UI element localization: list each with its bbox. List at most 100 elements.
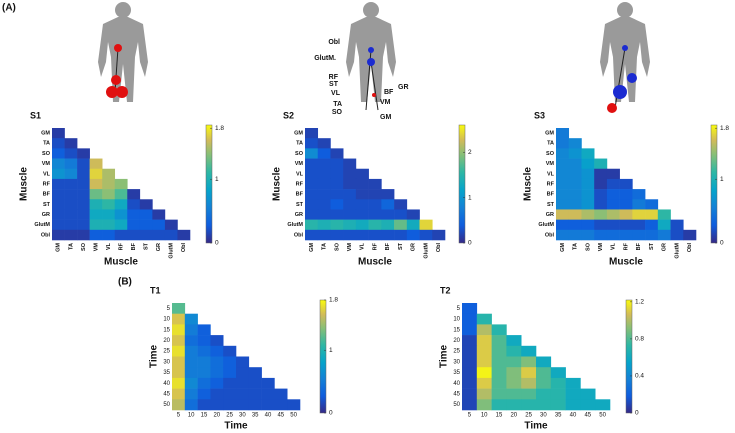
heatmap-cell — [565, 377, 581, 389]
x-tick-label: ST — [649, 242, 655, 250]
heatmap-cell — [330, 148, 344, 159]
y-tick-label: TA — [547, 141, 554, 147]
heatmap-cell — [317, 189, 331, 200]
heatmap-cell — [619, 199, 633, 210]
heatmap-cell — [184, 313, 198, 325]
heatmap-cell — [248, 377, 262, 389]
heatmap-cell — [368, 178, 382, 190]
x-tick-label: TA — [322, 243, 328, 250]
heatmap-cell — [197, 324, 211, 336]
heatmap-cell — [381, 189, 395, 200]
heatmap-cell — [52, 148, 65, 159]
heatmap-cell — [476, 356, 492, 368]
heatmap-cell — [355, 219, 369, 231]
heatmap-cell — [172, 367, 186, 379]
chart-title: S3 — [534, 110, 545, 120]
y-tick-label: Obl — [41, 232, 51, 238]
muscle-label: Obl — [328, 39, 340, 46]
heatmap-cell — [594, 199, 608, 210]
y-tick-label: 5 — [167, 306, 171, 312]
heatmap-cell — [368, 219, 382, 231]
heatmap-cell — [632, 219, 646, 231]
x-tick-label: Obl — [436, 243, 442, 253]
heatmap-cell — [274, 388, 288, 400]
x-tick-label: 30 — [239, 413, 246, 419]
heatmap-cell — [521, 377, 537, 389]
heatmap-cell — [645, 209, 659, 220]
heatmap-cell — [670, 229, 684, 241]
x-tick-label: TA — [68, 243, 74, 250]
heatmap-cell — [236, 377, 250, 389]
heatmap-cell — [197, 377, 211, 389]
heatmap-cell — [355, 168, 369, 180]
heatmap-cell — [114, 178, 128, 190]
heatmap-cell — [261, 399, 275, 411]
y-tick-label: 10 — [163, 317, 170, 323]
colorbar — [319, 299, 327, 414]
y-tick-label: 15 — [163, 327, 170, 333]
y-tick-label: GM — [41, 131, 50, 137]
heatmap-cell — [606, 229, 620, 241]
chart-title: S1 — [30, 110, 41, 120]
heatmap-cell — [368, 209, 382, 220]
heatmap-cell — [476, 388, 492, 400]
heatmap-cell — [568, 178, 582, 190]
y-tick-label: GM — [294, 131, 303, 137]
heatmap-cell — [114, 219, 128, 231]
heatmap-cell — [64, 189, 78, 200]
colorbar-tick-label: 1.2 — [635, 299, 644, 306]
heatmap-cell — [491, 377, 507, 389]
y-axis-label: Muscle — [272, 167, 283, 201]
heatmap-cell — [197, 388, 211, 400]
heatmap-cell — [64, 229, 78, 241]
y-tick-label: GR — [42, 212, 50, 218]
y-tick-label: 30 — [453, 359, 460, 365]
y-tick-label: VL — [547, 171, 555, 177]
x-tick-label: GM — [56, 243, 62, 252]
heatmap-cell — [521, 388, 537, 400]
y-tick-label: 40 — [163, 381, 170, 387]
heatmap-cell — [305, 128, 319, 139]
heatmap-cell — [568, 138, 582, 149]
heatmap-cell — [581, 199, 595, 210]
heatmap-cell — [77, 229, 90, 241]
heatmap-cell — [317, 209, 331, 220]
x-tick-label: ST — [398, 242, 404, 250]
y-axis-label: Muscle — [523, 167, 534, 201]
heatmap-cell — [52, 128, 65, 139]
heatmap-cell — [406, 229, 420, 241]
heatmap-cell — [381, 219, 395, 231]
heatmap-cell — [632, 189, 646, 200]
heatmap-cell — [89, 209, 103, 220]
y-tick-label: BF — [296, 192, 304, 198]
heatmap-cell — [89, 219, 103, 231]
x-tick-label: 45 — [584, 413, 591, 419]
heatmap-cell — [581, 229, 595, 241]
x-axis-label: Time — [224, 421, 248, 432]
colorbar-tick-label: 1 — [215, 176, 219, 183]
heatmap-cell — [64, 138, 78, 149]
heatmap-cell — [184, 377, 198, 389]
colorbar-tick-label: 2 — [468, 149, 472, 156]
heatmap-cell — [506, 377, 522, 389]
body-model — [98, 2, 650, 102]
muscle-label: GR — [398, 84, 409, 91]
heatmap-cell — [184, 388, 198, 400]
heatmap-cell — [317, 178, 331, 190]
heatmap-cell — [556, 178, 570, 190]
heatmap-cell — [462, 388, 478, 400]
heatmap-cell — [210, 356, 224, 368]
x-tick-label: 15 — [201, 413, 208, 419]
x-tick-label: SO — [585, 242, 591, 251]
panel-label: (A) — [2, 3, 16, 14]
heatmap-cell — [114, 229, 128, 241]
heatmap-cell — [184, 367, 198, 379]
heatmap-cell — [248, 399, 262, 411]
heatmap-cell — [568, 158, 582, 170]
chart-title: T2 — [440, 285, 451, 295]
colorbar-tick-label: 0 — [329, 410, 333, 417]
heatmap-cell — [305, 178, 319, 190]
heatmap-cell — [491, 367, 507, 379]
heatmap-cell — [568, 199, 582, 210]
heatmap-cell — [619, 219, 633, 231]
